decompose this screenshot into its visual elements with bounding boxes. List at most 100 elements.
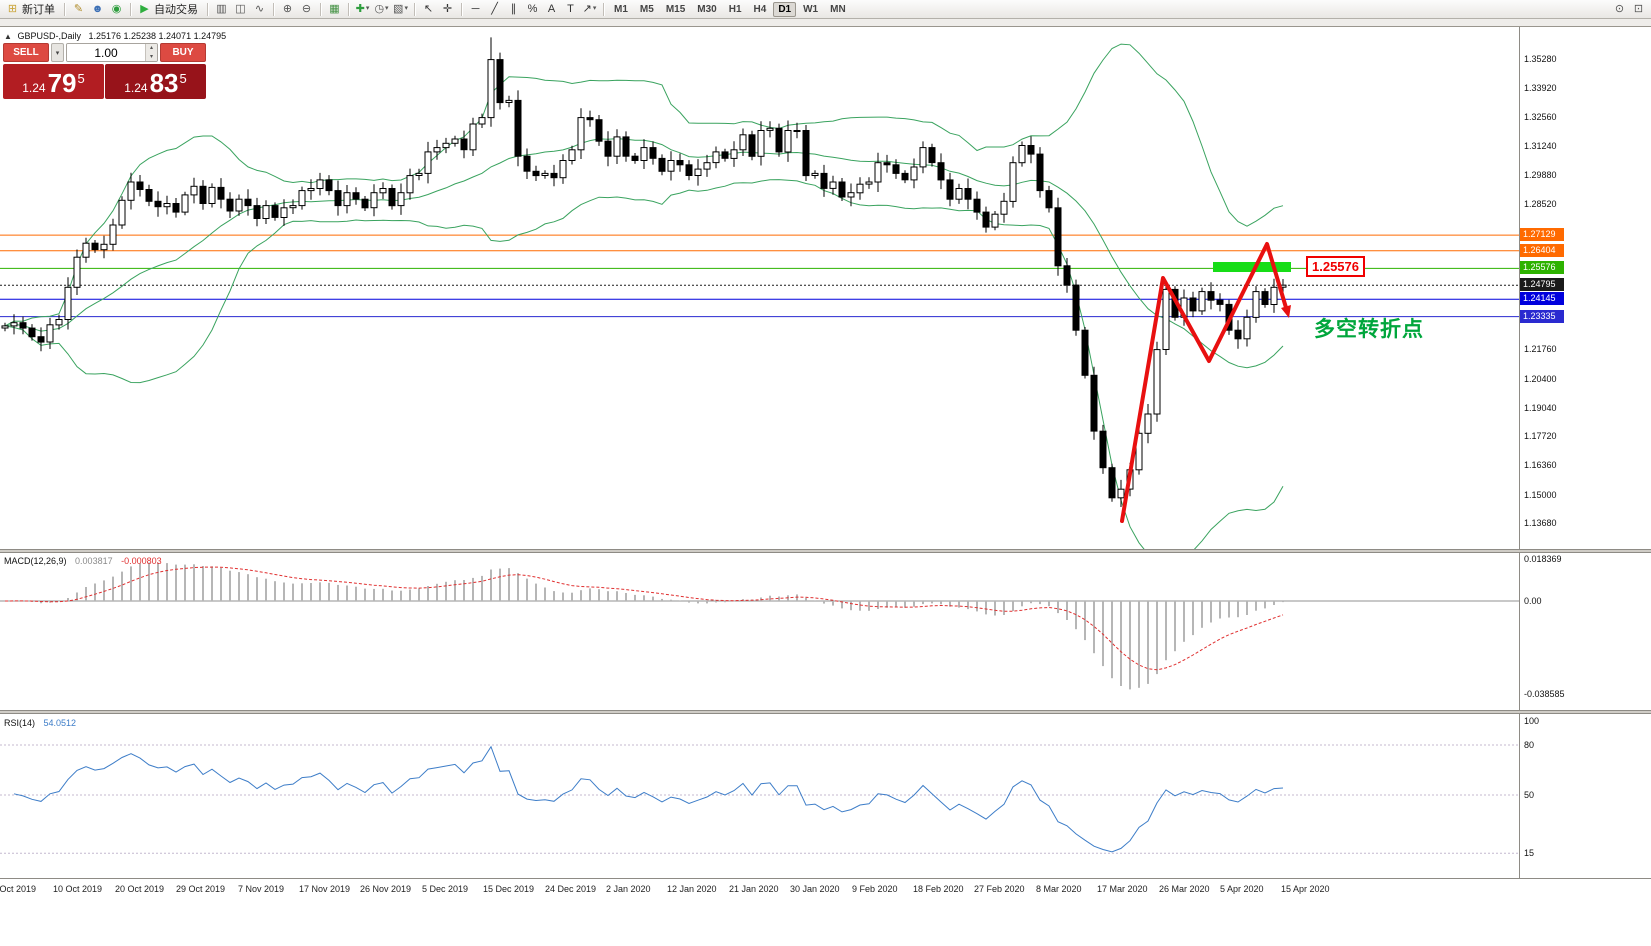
- timeframe-m1-button[interactable]: M1: [614, 3, 628, 15]
- candle-body: [1270, 286, 1278, 305]
- buy-price-display[interactable]: 1.24 83 5: [105, 64, 206, 99]
- trend-zigzag-annotation[interactable]: [1120, 242, 1289, 523]
- timeframe-h4-button[interactable]: H4: [753, 3, 767, 15]
- autotrade-label[interactable]: 自动交易: [154, 4, 198, 16]
- ohlc-values: 1.25176 1.25238 1.24071 1.24795: [88, 31, 227, 41]
- candle-body: [1099, 430, 1107, 469]
- rsi-panel-area[interactable]: [0, 715, 1519, 878]
- timeframe-m5-button[interactable]: M5: [639, 3, 654, 15]
- candle-body: [172, 203, 180, 213]
- data-window-icon[interactable]: ⊡: [1633, 3, 1644, 15]
- candle-body: [244, 198, 252, 207]
- candle-body: [415, 172, 423, 176]
- bar-chart-icon[interactable]: ▥: [216, 3, 227, 15]
- timeframe-d1-button[interactable]: D1: [773, 1, 797, 17]
- text-label-icon[interactable]: T: [567, 3, 574, 15]
- community-icon[interactable]: ☻: [91, 3, 104, 15]
- candle-body: [118, 199, 126, 226]
- candle-body: [964, 188, 972, 200]
- panel-collapse-icon[interactable]: ▲: [4, 32, 12, 41]
- bollinger-upper-band: [4, 43, 1284, 327]
- new-order-icon[interactable]: ⊞: [7, 3, 18, 15]
- new-order-label[interactable]: 新订单: [22, 4, 55, 16]
- candle-body: [541, 172, 549, 176]
- macd-panel-area[interactable]: [0, 554, 1519, 710]
- candle-body: [1009, 162, 1017, 202]
- candle-body: [1117, 488, 1125, 499]
- candle-body: [262, 205, 270, 220]
- crosshair-icon[interactable]: ✛: [442, 3, 453, 15]
- toolbar-separator: [64, 2, 65, 16]
- trade-options-dropdown[interactable]: ▾: [51, 43, 64, 62]
- candle-body: [37, 336, 45, 343]
- resistance-price-label[interactable]: 1.25576: [1306, 256, 1365, 277]
- line-chart-icon[interactable]: ∿: [254, 3, 265, 15]
- candle-body: [1108, 467, 1116, 499]
- candlestick-chart-icon[interactable]: ◫: [235, 3, 246, 15]
- candle-body: [937, 162, 945, 181]
- channel-icon[interactable]: ∥: [510, 3, 517, 15]
- zoom-in-icon[interactable]: ⊕: [282, 3, 293, 15]
- tile-windows-icon[interactable]: ▦: [329, 3, 340, 15]
- candle-body: [217, 186, 225, 200]
- candle-body: [1198, 291, 1206, 312]
- candle-body: [136, 181, 144, 190]
- rsi-value: 54.0512: [43, 718, 77, 728]
- timeframe-h1-button[interactable]: H1: [728, 3, 742, 15]
- volume-up-button[interactable]: ▴: [146, 44, 157, 53]
- cursor-icon[interactable]: ↖: [423, 3, 434, 15]
- horizontal-line-icon[interactable]: ─: [471, 3, 480, 15]
- fibonacci-icon[interactable]: %: [527, 3, 538, 15]
- price-axis-border: [1519, 27, 1520, 879]
- candle-body: [55, 319, 63, 326]
- timeframe-w1-button[interactable]: W1: [803, 3, 819, 15]
- text-icon[interactable]: A: [547, 3, 556, 15]
- periods-icon[interactable]: ◷ ▾: [374, 3, 389, 15]
- candle-body: [505, 99, 513, 104]
- candle-body: [388, 188, 396, 207]
- sell-button[interactable]: SELL: [3, 43, 49, 62]
- templates-icon[interactable]: ▧ ▾: [393, 3, 408, 15]
- timeframe-m15-button[interactable]: M15: [665, 3, 686, 15]
- volume-down-button[interactable]: ▾: [146, 52, 157, 61]
- candle-body: [847, 192, 855, 198]
- autotrade-icon[interactable]: ▶: [140, 3, 149, 15]
- turning-point-annotation[interactable]: 多空转折点: [1314, 318, 1424, 341]
- support-icon[interactable]: ◉: [111, 3, 122, 15]
- candle-body: [109, 224, 117, 245]
- price-chart-area[interactable]: [0, 28, 1519, 549]
- candle-body: [19, 322, 27, 329]
- trendline-icon[interactable]: ╱: [491, 3, 498, 15]
- timeframe-m30-button[interactable]: M30: [697, 3, 717, 15]
- candle-body: [361, 198, 369, 209]
- mql-editor-icon[interactable]: ✎: [73, 3, 84, 15]
- sell-price-display[interactable]: 1.24 79 5: [3, 64, 104, 99]
- panel-divider-macd[interactable]: [0, 549, 1651, 553]
- candle-body: [514, 99, 522, 157]
- candle-body: [145, 189, 153, 202]
- candle-body: [1081, 329, 1089, 376]
- timeframe-mn-button[interactable]: MN: [830, 3, 846, 15]
- candle-body: [496, 59, 504, 104]
- indicators-list-icon[interactable]: ✚ ▾: [355, 3, 370, 15]
- magnifier-icon[interactable]: ⊙: [1614, 3, 1625, 15]
- candle-body: [793, 130, 801, 132]
- candle-body: [352, 192, 360, 200]
- volume-stepper: ▴ ▾: [145, 44, 157, 61]
- macd-title: MACD(12,26,9): [4, 556, 67, 566]
- candle-body: [10, 322, 18, 327]
- buy-button[interactable]: BUY: [160, 43, 206, 62]
- arrows-icon[interactable]: ↗ ▾: [582, 3, 597, 15]
- zoom-out-icon[interactable]: ⊖: [301, 3, 312, 15]
- resistance-highlight-bar[interactable]: [1213, 262, 1291, 272]
- candle-body: [802, 130, 810, 177]
- panel-divider-rsi[interactable]: [0, 710, 1651, 714]
- candle-body: [622, 136, 630, 157]
- candle-body: [901, 172, 909, 181]
- volume-input[interactable]: [67, 44, 145, 61]
- candle-body: [406, 175, 414, 194]
- candle-body: [955, 188, 963, 200]
- candle-body: [1135, 432, 1143, 471]
- candle-body: [919, 147, 927, 168]
- candle-body: [1216, 299, 1224, 305]
